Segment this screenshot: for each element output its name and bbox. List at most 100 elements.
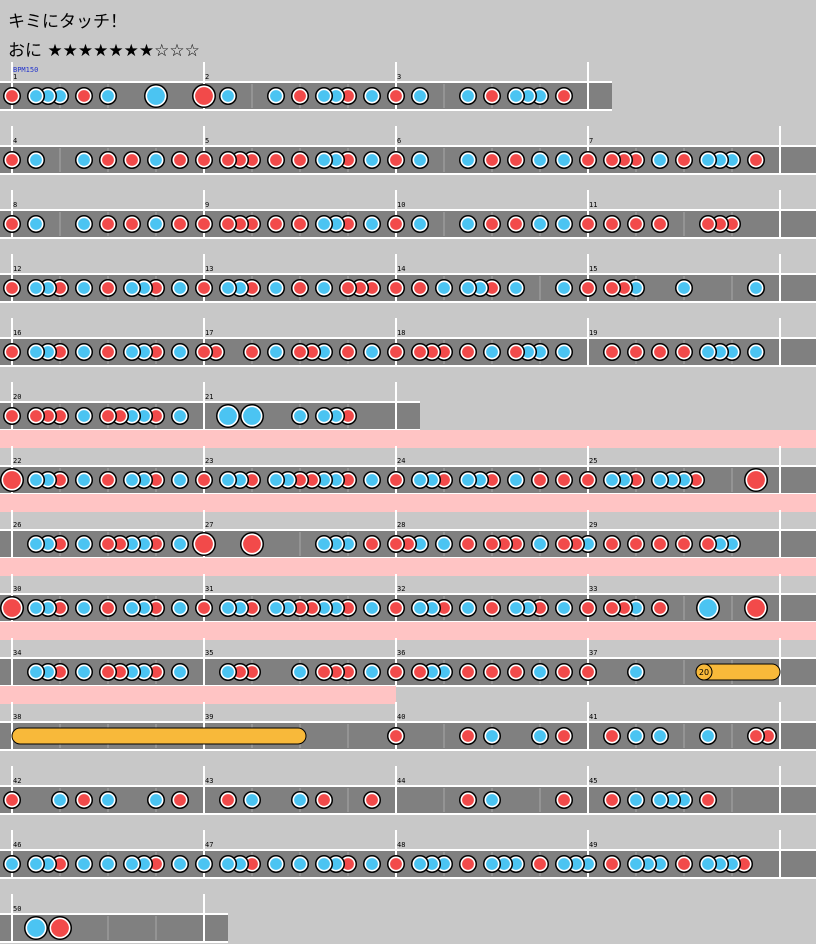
don-note bbox=[306, 346, 318, 358]
measure-number: 44 bbox=[397, 777, 405, 785]
ka-note bbox=[42, 666, 54, 678]
ka-note bbox=[126, 858, 138, 870]
don-note bbox=[606, 538, 618, 550]
don-note bbox=[486, 218, 498, 230]
don-note bbox=[102, 474, 114, 486]
ka-note bbox=[510, 474, 522, 486]
measure-number: 40 bbox=[397, 713, 405, 721]
ka-note bbox=[174, 282, 186, 294]
ka-note bbox=[366, 90, 378, 102]
ka-note bbox=[522, 90, 534, 102]
don-note bbox=[582, 218, 594, 230]
ka-note bbox=[330, 218, 342, 230]
measure-number: 21 bbox=[205, 393, 213, 401]
ka-note bbox=[654, 154, 666, 166]
ka-note bbox=[366, 154, 378, 166]
ka-note bbox=[366, 858, 378, 870]
don-note bbox=[6, 282, 18, 294]
don-note bbox=[354, 282, 366, 294]
ka-note bbox=[270, 858, 282, 870]
ka-note bbox=[654, 730, 666, 742]
don-note bbox=[750, 730, 762, 742]
don-note bbox=[150, 282, 162, 294]
measure-number: 29 bbox=[589, 521, 597, 529]
ka-note bbox=[510, 602, 522, 614]
ka-note bbox=[30, 218, 42, 230]
don-note bbox=[582, 282, 594, 294]
ka-note bbox=[498, 858, 510, 870]
don-note bbox=[606, 794, 618, 806]
ka-note bbox=[534, 346, 546, 358]
measure-number: 17 bbox=[205, 329, 213, 337]
measure-number: 30 bbox=[13, 585, 21, 593]
big-don-note bbox=[195, 87, 213, 105]
ka-note bbox=[654, 794, 666, 806]
ka-note bbox=[558, 154, 570, 166]
measure-number: 3 bbox=[397, 73, 401, 81]
ka-note bbox=[666, 474, 678, 486]
ka-note bbox=[330, 90, 342, 102]
ka-note bbox=[270, 90, 282, 102]
don-note bbox=[294, 474, 306, 486]
ka-note bbox=[222, 90, 234, 102]
don-note bbox=[234, 218, 246, 230]
don-note bbox=[342, 666, 354, 678]
big-don-note bbox=[3, 599, 21, 617]
measure-number: 32 bbox=[397, 585, 405, 593]
ka-note bbox=[582, 858, 594, 870]
ka-note bbox=[522, 346, 534, 358]
don-note bbox=[246, 282, 258, 294]
big-don-note bbox=[747, 599, 765, 617]
don-note bbox=[54, 666, 66, 678]
ka-note bbox=[366, 666, 378, 678]
don-note bbox=[54, 858, 66, 870]
don-note bbox=[54, 538, 66, 550]
ka-note bbox=[234, 282, 246, 294]
ka-note bbox=[474, 474, 486, 486]
ka-note bbox=[294, 410, 306, 422]
don-note bbox=[246, 602, 258, 614]
don-note bbox=[198, 602, 210, 614]
don-note bbox=[342, 154, 354, 166]
don-note bbox=[654, 602, 666, 614]
ka-note bbox=[78, 346, 90, 358]
measure-number: 5 bbox=[205, 137, 209, 145]
don-note bbox=[318, 666, 330, 678]
ka-note bbox=[510, 282, 522, 294]
don-note bbox=[618, 602, 630, 614]
ka-note bbox=[138, 858, 150, 870]
ka-note bbox=[294, 858, 306, 870]
measure-number: 34 bbox=[13, 649, 21, 657]
ka-note bbox=[558, 602, 570, 614]
don-note bbox=[390, 346, 402, 358]
ka-note bbox=[6, 858, 18, 870]
don-note bbox=[102, 346, 114, 358]
ka-note bbox=[558, 346, 570, 358]
don-note bbox=[102, 538, 114, 550]
don-note bbox=[654, 218, 666, 230]
don-note bbox=[654, 538, 666, 550]
don-note bbox=[150, 858, 162, 870]
ka-note bbox=[714, 346, 726, 358]
measure-number: 35 bbox=[205, 649, 213, 657]
drumroll-head bbox=[695, 663, 713, 681]
ka-note bbox=[630, 794, 642, 806]
ka-note bbox=[318, 474, 330, 486]
don-note bbox=[558, 90, 570, 102]
don-note bbox=[234, 154, 246, 166]
measure-number: 14 bbox=[397, 265, 405, 273]
ka-note bbox=[54, 90, 66, 102]
don-note bbox=[54, 410, 66, 422]
ka-note bbox=[510, 858, 522, 870]
ka-note bbox=[78, 666, 90, 678]
ka-note bbox=[534, 90, 546, 102]
measure-number: 41 bbox=[589, 713, 597, 721]
ka-note bbox=[366, 474, 378, 486]
ka-note bbox=[330, 538, 342, 550]
lane bbox=[0, 210, 816, 238]
ka-note bbox=[78, 602, 90, 614]
don-note bbox=[342, 602, 354, 614]
don-note bbox=[42, 410, 54, 422]
big-don-note bbox=[3, 471, 21, 489]
don-note bbox=[270, 154, 282, 166]
